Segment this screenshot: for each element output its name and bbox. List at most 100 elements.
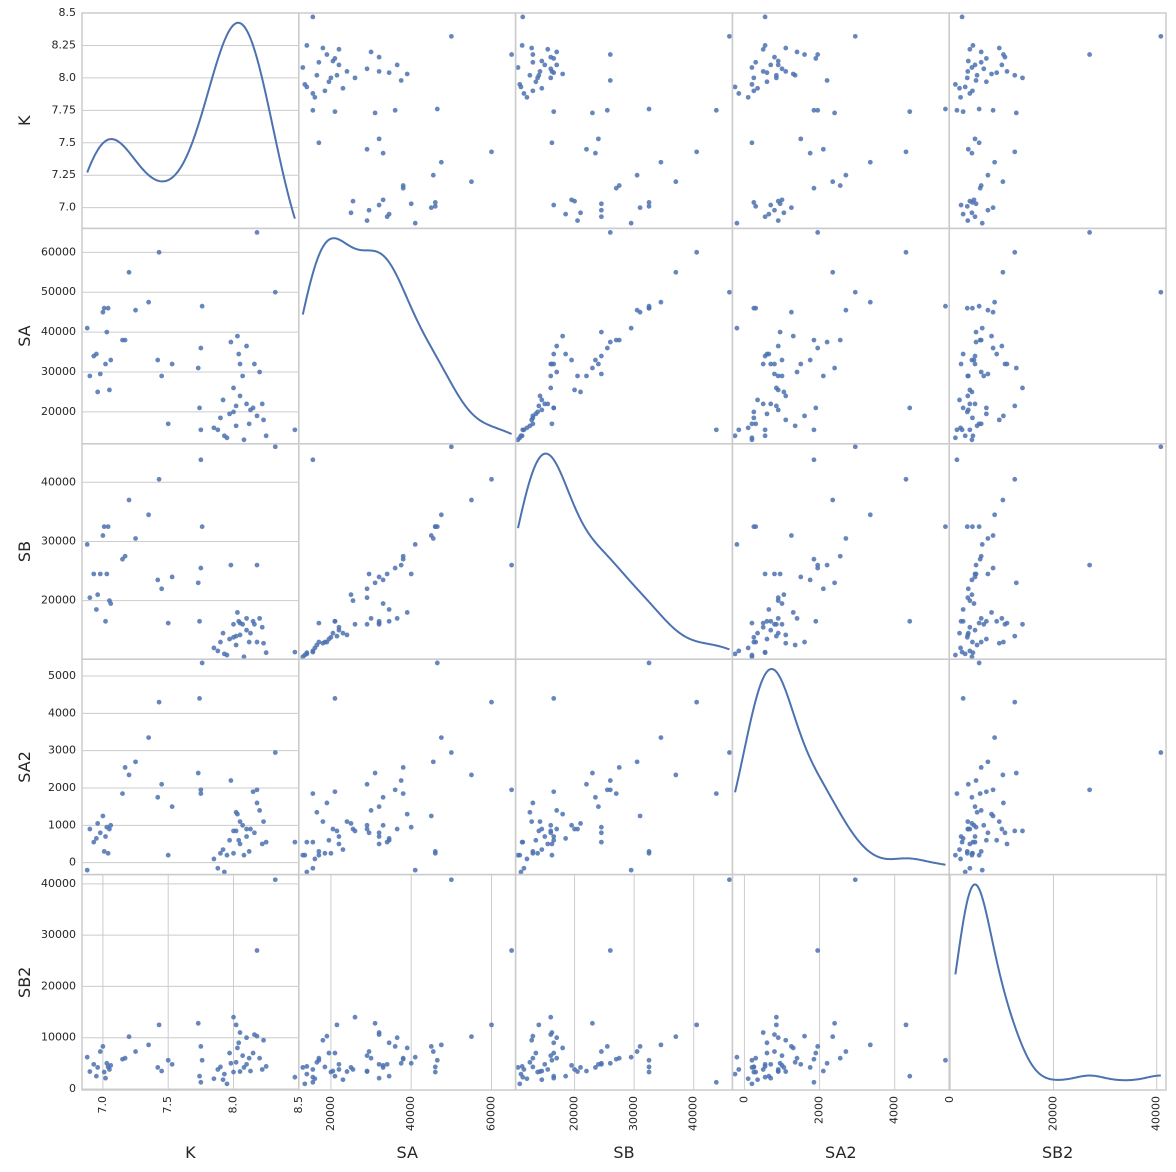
scatter-point	[959, 427, 965, 433]
scatter-point	[990, 565, 996, 571]
scatter-point	[101, 1069, 107, 1075]
scatter-point	[310, 107, 316, 113]
scatter-point	[529, 417, 535, 423]
scatter-point	[749, 437, 755, 443]
scatter-point	[764, 79, 770, 85]
scatter-point	[1002, 361, 1008, 367]
scatter-point	[366, 1049, 372, 1054]
scatter-point	[994, 351, 1000, 357]
scatter-point	[772, 207, 777, 213]
scatter-point	[428, 813, 434, 819]
scatter-point	[976, 106, 982, 112]
scatter-point	[749, 1081, 755, 1087]
scatter-point	[852, 877, 858, 883]
scatter-point	[607, 52, 613, 57]
scatter-point	[155, 357, 161, 363]
scatter-point	[954, 457, 960, 463]
y-tick-label: 30000	[41, 928, 76, 941]
scatter-point	[252, 830, 257, 836]
scatter-point	[958, 361, 964, 367]
scatter-point	[958, 645, 963, 651]
scatter-point	[400, 553, 406, 559]
scatter-point	[970, 88, 975, 94]
x-tick-label: 20000	[324, 1096, 337, 1131]
scatter-point	[551, 834, 557, 839]
scatter-point	[372, 580, 378, 586]
scatter-point	[432, 850, 438, 856]
scatter-point	[120, 791, 125, 796]
scatter-point	[745, 94, 751, 100]
scatter-point	[985, 830, 991, 836]
panel-frame	[298, 227, 517, 445]
scatter-point	[336, 841, 342, 847]
scatter-point	[985, 371, 991, 377]
scatter-point	[637, 205, 643, 211]
scatter-point	[340, 85, 346, 91]
panel	[948, 443, 1167, 660]
scatter-point	[1004, 841, 1010, 847]
scatter-point	[773, 1014, 779, 1020]
scatter-point	[989, 811, 994, 817]
scatter-point	[783, 45, 789, 51]
scatter-point	[530, 1055, 536, 1061]
scatter-point	[326, 837, 332, 843]
x-tick-label: 60000	[485, 1096, 498, 1131]
scatter-point	[259, 1067, 265, 1072]
scatter-point	[584, 146, 589, 152]
x-tick-label: 0	[943, 1096, 956, 1103]
scatter-point	[252, 361, 257, 367]
scatter-point	[607, 229, 613, 235]
scatter-point	[539, 407, 545, 413]
scatter-point	[344, 632, 350, 638]
x-axis-label: SA	[396, 1143, 417, 1162]
scatter-point	[227, 636, 232, 642]
scatter-point	[155, 1065, 161, 1070]
scatter-point	[122, 765, 128, 770]
panel	[731, 658, 950, 876]
scatter-point	[772, 1032, 777, 1038]
scatter-point	[978, 49, 984, 55]
scatter-point	[126, 269, 132, 275]
scatter-point	[751, 409, 757, 415]
scatter-point	[235, 1045, 240, 1051]
scatter-point	[529, 1037, 535, 1043]
scatter-point	[985, 307, 991, 313]
scatter-point	[549, 421, 555, 427]
scatter-point	[310, 839, 316, 845]
scatter-point	[903, 1022, 909, 1028]
scatter-point	[237, 361, 243, 367]
scatter-point	[607, 778, 613, 783]
scatter-point	[386, 1073, 392, 1079]
scatter-point	[237, 393, 243, 399]
scatter-point	[815, 948, 821, 953]
scatter-point	[973, 201, 979, 207]
scatter-point	[1004, 68, 1010, 74]
scatter-point	[244, 615, 249, 621]
scatter-point	[777, 571, 783, 577]
y-tick-label: 40000	[41, 877, 76, 890]
scatter-point	[408, 571, 414, 577]
panel-frame	[514, 227, 734, 445]
x-axis-label: SB	[613, 1143, 634, 1162]
scatter-point	[713, 1079, 719, 1085]
scatter-point	[971, 822, 977, 828]
scatter-point	[448, 444, 454, 450]
scatter-point	[404, 1045, 410, 1051]
scatter-point	[195, 580, 201, 586]
scatter-point	[802, 52, 807, 57]
scatter-point	[332, 618, 338, 624]
y-tick-label: 8.5	[59, 6, 77, 19]
scatter-point	[604, 1044, 610, 1049]
scatter-point	[727, 289, 732, 295]
scatter-point	[545, 401, 551, 407]
scatter-point	[432, 1064, 438, 1070]
scatter-point	[830, 1034, 836, 1040]
scatter-point	[978, 553, 984, 559]
scatter-point	[736, 1067, 742, 1072]
scatter-point	[965, 819, 971, 824]
scatter-point	[554, 807, 560, 813]
scatter-point	[237, 841, 243, 847]
scatter-point	[764, 351, 770, 357]
scatter-point	[563, 1073, 569, 1079]
scatter-point	[324, 1033, 330, 1039]
